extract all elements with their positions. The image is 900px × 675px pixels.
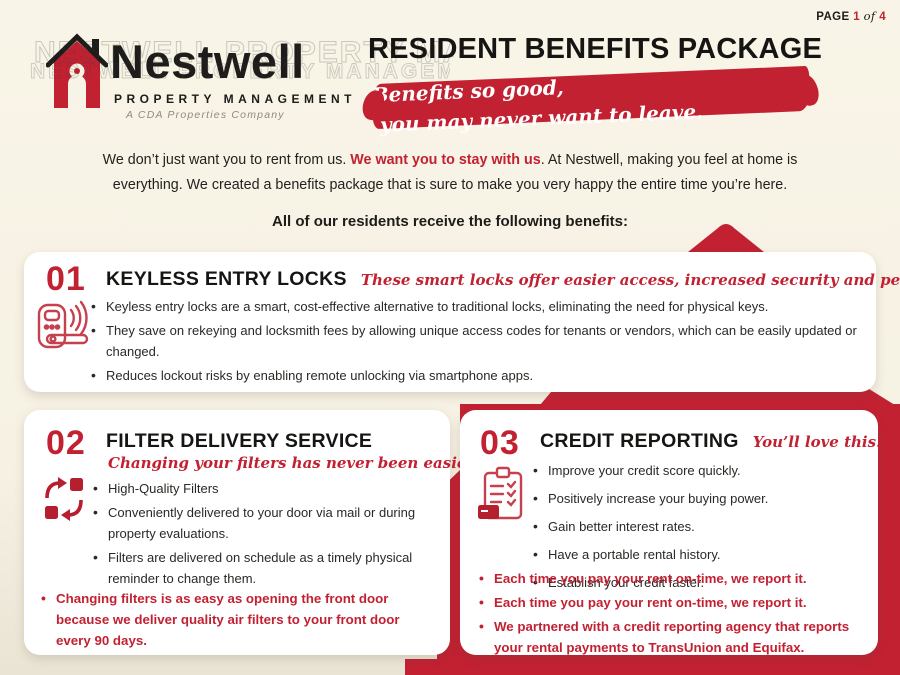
highlight-bullet-list: Each time you pay your rent on-time, we …	[478, 567, 864, 661]
list-item: Keyless entry locks are a smart, cost-ef…	[90, 295, 870, 318]
section-number: 02	[46, 424, 86, 462]
page-current: 1	[853, 11, 860, 23]
logo-name: Nestwell	[110, 35, 305, 88]
page-indicator: PAGE 1 of 4	[816, 9, 886, 23]
section-tagline: These smart locks offer easier access, i…	[360, 271, 900, 289]
list-item: We partnered with a credit reporting age…	[478, 615, 864, 658]
keyless-lock-icon	[37, 300, 89, 349]
list-item: Gain better interest rates.	[532, 515, 862, 538]
section-number: 01	[46, 260, 86, 298]
list-item: Each time you pay your rent on-time, we …	[478, 567, 864, 589]
page-label: PAGE	[816, 11, 850, 23]
section-title: KEYLESS ENTRY LOCKS	[106, 268, 347, 290]
list-item: Have a portable rental history.	[532, 543, 862, 566]
page-total: 4	[879, 11, 886, 23]
list-item: Positively increase your buying power.	[532, 487, 862, 510]
page-title: RESIDENT BENEFITS PACKAGE	[368, 33, 823, 65]
banner-part1: Benefits so good,	[371, 74, 565, 107]
red-band-shape	[535, 392, 872, 411]
list-item: Improve your credit score quickly.	[532, 459, 862, 482]
benefit-bullet-list: Keyless entry locks are a smart, cost-ef…	[90, 295, 870, 389]
intro-highlight: We want you to stay with us	[350, 152, 541, 168]
credit-clipboard-icon	[478, 466, 523, 520]
list-item: Reduces lockout risks by enabling remote…	[90, 364, 870, 387]
intro-paragraph: We don’t just want you to rent from us. …	[68, 148, 832, 199]
intro-post: . At Nestwell, making you feel at home i…	[112, 152, 798, 194]
list-item: Filters are delivered on schedule as a t…	[92, 546, 434, 589]
house-logo-icon	[46, 33, 108, 108]
benefit-card-keyless-entry: 01 KEYLESS ENTRY LOCKS These smart locks…	[24, 252, 900, 392]
list-item: They save on rekeying and locksmith fees…	[90, 319, 870, 362]
section-title: CREDIT REPORTING	[540, 430, 739, 452]
intro-pre: We don’t just want you to rent from us.	[102, 152, 351, 168]
benefit-card-credit-reporting: 03 CREDIT REPORTING You’ll love this. Im…	[460, 410, 881, 655]
brush-banner: Benefits so good,you may never want to l…	[371, 64, 811, 137]
section-title: FILTER DELIVERY SERVICE	[106, 430, 373, 452]
highlight-bullet-list: Changing filters is as easy as opening t…	[40, 587, 438, 654]
list-item: Changing filters is as easy as opening t…	[40, 587, 438, 651]
banner-part2: you may never want to leave.	[379, 98, 704, 137]
page-of: of	[863, 9, 876, 23]
benefit-bullet-list: High-Quality Filters Conveniently delive…	[92, 477, 434, 592]
banner-text: Benefits so good,you may never want to l…	[371, 64, 811, 137]
section-tagline: Changing your filters has never been eas…	[108, 454, 479, 472]
benefit-card-filter-delivery: 02 FILTER DELIVERY SERVICE Changing your…	[24, 410, 478, 655]
list-item: High-Quality Filters	[92, 477, 434, 500]
list-item: Each time you pay your rent on-time, we …	[478, 591, 864, 613]
filter-swap-icon	[45, 477, 83, 521]
benefits-heading: All of our residents receive the followi…	[272, 213, 628, 230]
list-item: Conveniently delivered to your door via …	[92, 501, 434, 544]
section-tagline: You’ll love this.	[752, 433, 882, 451]
logo-subtitle: PROPERTY MANAGEMENT	[114, 92, 356, 106]
section-number: 03	[480, 424, 520, 462]
logo-tagline: A CDA Properties Company	[126, 109, 285, 121]
